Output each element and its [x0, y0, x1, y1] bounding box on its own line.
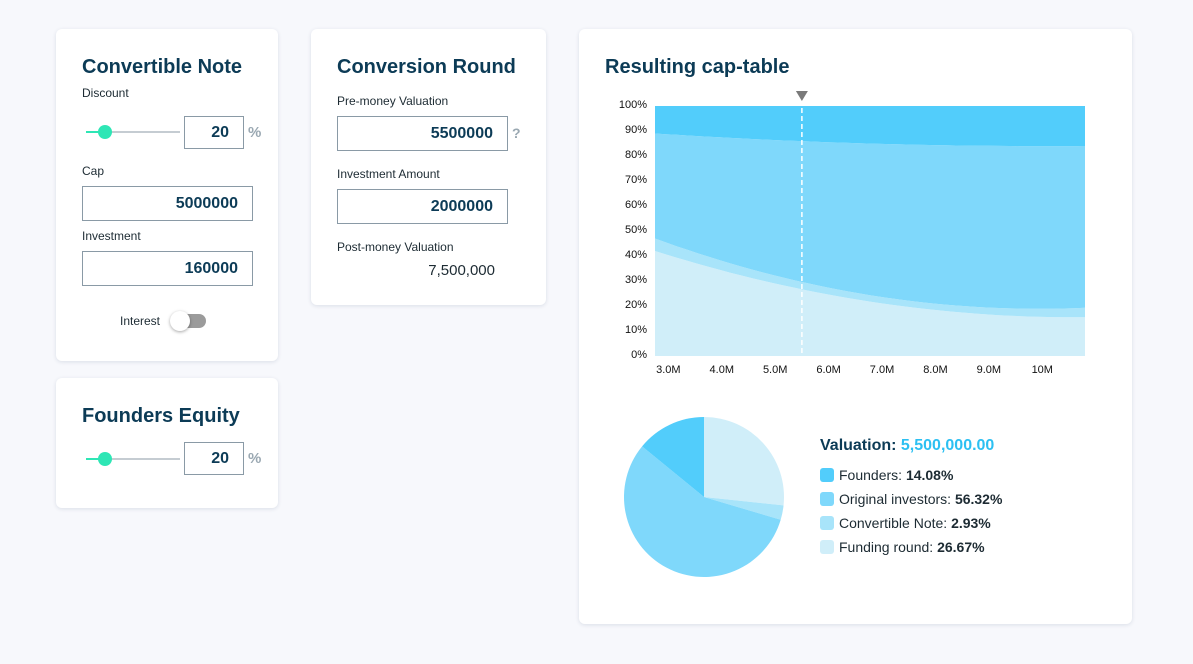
cap-label: Cap — [82, 164, 105, 178]
legend-swatch-founders — [820, 468, 834, 482]
valuation-value: 5,500,000.00 — [900, 437, 995, 454]
post-money-label: Post-money Valuation — [337, 240, 454, 254]
x-tick-label: 9.0M — [976, 364, 1002, 376]
valuation-label: Valuation: — [820, 437, 897, 454]
legend-label: Funding round: — [839, 539, 934, 555]
area-series-3 — [655, 106, 1085, 147]
discount-unit: % — [248, 124, 262, 141]
pie-slice-3 — [642, 417, 704, 497]
y-tick-label: 60% — [624, 199, 647, 211]
discount-slider-knob[interactable] — [97, 125, 112, 139]
founders-equity-unit: % — [248, 450, 262, 467]
legend-item-funding-round: Funding round: 26.67% — [820, 539, 985, 555]
y-tick-label: 80% — [624, 149, 647, 161]
founders-slider-track — [86, 458, 180, 460]
y-tick-label: 100% — [618, 99, 647, 111]
cap-table-card: Resulting cap-table 0% 10% 20% 30% 40% 50% 60%… — [579, 29, 1132, 624]
x-tick-label: 3.0M — [656, 364, 681, 376]
y-tick-label: 10% — [624, 324, 647, 336]
investment-amount-label: Investment Amount — [337, 167, 440, 181]
founders-equity-input[interactable]: 20 — [184, 442, 244, 475]
discount-slider-track — [86, 131, 180, 133]
area-series-0 — [655, 251, 1085, 356]
discount-input[interactable]: 20 — [184, 116, 244, 149]
x-tick-label: 6.0M — [816, 364, 841, 376]
valuation-heading: Valuation: 5,500,000.00 — [820, 437, 994, 455]
discount-slider-fill — [86, 131, 105, 133]
legend-value: 2.93% — [951, 515, 991, 531]
x-tick-label: 10M — [1031, 364, 1053, 376]
pre-money-input[interactable]: 5500000 — [337, 116, 508, 151]
founders-equity-card: Founders Equity 20 % — [56, 378, 278, 508]
area-chart-svg — [655, 91, 1085, 356]
pie-slice-0 — [704, 417, 785, 506]
founders-slider-fill — [86, 458, 105, 460]
investment-label: Investment — [82, 229, 141, 243]
convertible-note-card: Convertible Note Discount 20 % Cap 50000… — [56, 29, 278, 361]
area-series-2 — [655, 133, 1085, 309]
legend-item-original-investors: Original investors: 56.32% — [820, 491, 1002, 507]
conversion-round-title: Conversion Round — [337, 56, 516, 78]
x-tick-label: 8.0M — [923, 364, 948, 376]
post-money-value: 7,500,000 — [428, 262, 495, 279]
y-tick-label: 90% — [624, 124, 647, 136]
y-tick-label: 50% — [624, 224, 647, 236]
area-series-1 — [655, 238, 1085, 318]
pie-slice-2 — [623, 446, 781, 578]
cap-table-title: Resulting cap-table — [605, 56, 790, 78]
legend-swatch-funding-round — [820, 540, 834, 554]
legend-label: Convertible Note: — [839, 515, 948, 531]
interest-label: Interest — [120, 314, 161, 328]
legend-label: Original investors: — [839, 491, 952, 507]
legend-label: Founders: — [839, 467, 903, 483]
convertible-note-title: Convertible Note — [82, 56, 243, 78]
help-icon[interactable]: ? — [512, 125, 521, 141]
legend-item-founders: Founders: 14.08% — [820, 467, 953, 483]
legend: Founders: 14.08% Original investors: 56.… — [820, 467, 1120, 577]
investment-amount-input[interactable]: 2000000 — [337, 189, 508, 224]
area-chart: 0% 10% 20% 30% 40% 50% 60% 70% 80% 90% 100% 3.0M 4.0… — [579, 29, 1132, 389]
pre-money-label: Pre-money Valuation — [337, 94, 449, 108]
valuation-marker-icon — [795, 91, 808, 101]
interest-toggle-knob[interactable] — [170, 311, 190, 331]
legend-item-convertible-note: Convertible Note: 2.93% — [820, 515, 991, 531]
founders-equity-slider[interactable] — [86, 451, 180, 467]
y-tick-label: 20% — [624, 299, 647, 311]
founders-slider-knob[interactable] — [97, 452, 112, 466]
y-tick-label: 30% — [624, 274, 647, 286]
legend-value: 26.67% — [937, 539, 985, 555]
x-tick-label: 4.0M — [709, 364, 734, 376]
y-tick-label: 40% — [624, 249, 647, 261]
pie-chart — [619, 412, 789, 582]
investment-input[interactable]: 160000 — [82, 251, 253, 286]
discount-slider[interactable] — [86, 124, 180, 140]
legend-swatch-convertible-note — [820, 516, 834, 530]
x-tick-label: 7.0M — [869, 364, 895, 376]
legend-swatch-original-investors — [820, 492, 834, 506]
founders-equity-title: Founders Equity — [82, 405, 240, 427]
x-tick-label: 5.0M — [762, 364, 788, 376]
discount-label: Discount — [82, 86, 129, 100]
pie-slice-1 — [704, 497, 784, 520]
interest-toggle[interactable] — [170, 311, 206, 331]
conversion-round-card: Conversion Round Pre-money Valuation 550… — [311, 29, 546, 305]
pie-chart-svg — [623, 417, 785, 578]
y-tick-label: 70% — [624, 174, 647, 186]
legend-value: 14.08% — [905, 467, 954, 483]
cap-input[interactable]: 5000000 — [82, 186, 253, 221]
legend-value: 56.32% — [954, 491, 1003, 507]
y-tick-label: 0% — [631, 349, 647, 361]
